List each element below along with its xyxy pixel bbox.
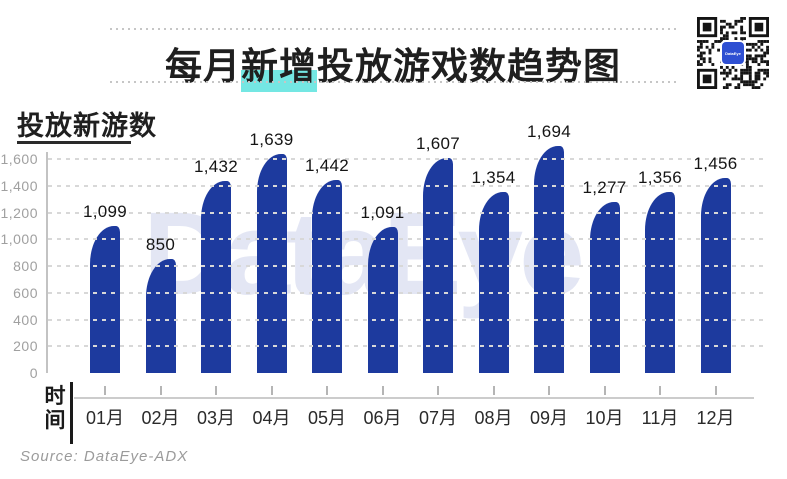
bar-value-label: 1,694 <box>526 122 572 142</box>
x-tick-label: 03月 <box>196 408 236 428</box>
x-tick <box>548 386 550 395</box>
bar-03月 <box>201 181 231 373</box>
bar-06月 <box>367 227 398 373</box>
gridline <box>48 238 764 241</box>
x-tick <box>492 386 495 395</box>
x-tick <box>714 386 717 395</box>
title-text-pre: 每月 <box>165 46 241 87</box>
x-tick-label: 09月 <box>529 408 569 428</box>
y-tick-label: 1,000 <box>0 231 38 248</box>
bar-08月 <box>478 191 509 373</box>
x-tick <box>326 386 328 395</box>
x-tick-label: 04月 <box>252 408 291 428</box>
x-tick <box>437 386 439 395</box>
bar-10月 <box>589 202 620 373</box>
bar-04月 <box>256 153 287 373</box>
x-tick-label: 02月 <box>141 408 180 428</box>
bar-value-label: 1,607 <box>415 134 461 154</box>
gridline <box>48 291 764 294</box>
bar-01月 <box>90 226 120 373</box>
x-tick <box>381 386 384 395</box>
qr-code: DataEye <box>697 17 769 89</box>
bar-05月 <box>312 180 342 373</box>
x-tick <box>104 386 106 395</box>
x-tick-label: 10月 <box>585 408 624 428</box>
bar-value-label: 1,432 <box>193 157 239 177</box>
bar-value-label: 1,277 <box>582 178 627 198</box>
x-tick-label: 01月 <box>85 408 125 428</box>
bar-11月 <box>645 191 675 373</box>
x-tick-label: 07月 <box>418 408 458 428</box>
x-axis-title: 时间 <box>44 385 66 432</box>
bar-value-label: 1,639 <box>249 129 294 149</box>
title-highlight: 新增 <box>241 46 317 92</box>
bar-12月 <box>700 178 731 373</box>
bar-value-label: 1,091 <box>360 203 405 223</box>
bar-value-label: 1,099 <box>82 202 128 221</box>
qr-logo-label: DataEye <box>725 50 741 56</box>
y-axis-title: 投放新游数 <box>17 111 157 141</box>
page-title: 每月新增投放游戏数趋势图 <box>110 36 676 92</box>
gridline <box>48 345 764 348</box>
y-tick-label: 0 <box>29 365 38 381</box>
x-tick-label: 05月 <box>307 408 347 428</box>
x-tick <box>603 386 606 395</box>
y-tick-label: 1,600 <box>0 151 38 167</box>
bar-09月 <box>534 146 564 373</box>
header-dotted-line-bottom <box>110 81 676 83</box>
y-tick-label: 400 <box>13 311 38 328</box>
x-tick <box>159 386 162 395</box>
x-tick-label: 08月 <box>474 408 513 428</box>
gridline <box>48 184 764 187</box>
y-tick-label: 1,400 <box>0 177 38 194</box>
x-tick <box>659 386 661 395</box>
x-tick-label: 12月 <box>696 408 735 428</box>
bar-value-label: 1,354 <box>471 167 516 187</box>
x-tick-label: 06月 <box>363 408 402 428</box>
bar-02月 <box>145 259 176 373</box>
bar-value-label: 1,356 <box>637 167 683 187</box>
source-credit: Source: DataEye-ADX <box>20 448 189 465</box>
x-tick <box>270 386 273 395</box>
y-tick-label: 600 <box>13 284 38 301</box>
header-dotted-line-top <box>110 28 676 30</box>
gridline <box>48 211 764 214</box>
bar-value-label: 1,442 <box>304 156 350 176</box>
y-tick-label: 1,200 <box>0 204 38 221</box>
bar-value-label: 1,456 <box>693 154 738 174</box>
gridline <box>48 158 764 160</box>
x-axis-line <box>74 397 754 399</box>
qr-center-logo: DataEye <box>722 42 744 64</box>
y-tick-label: 200 <box>13 338 38 355</box>
x-tick <box>215 386 217 395</box>
y-tick-label: 800 <box>13 258 38 274</box>
y-axis-title-underline <box>17 141 131 144</box>
y-axis-line <box>46 152 48 373</box>
qr-pattern <box>697 17 769 89</box>
gridline <box>48 265 764 267</box>
x-axis-title-separator <box>70 382 73 444</box>
x-tick-label: 11月 <box>641 408 679 428</box>
gridline <box>48 318 764 321</box>
bar-value-label: 850 <box>145 235 176 255</box>
title-text-post: 投放游戏数趋势图 <box>317 46 621 87</box>
